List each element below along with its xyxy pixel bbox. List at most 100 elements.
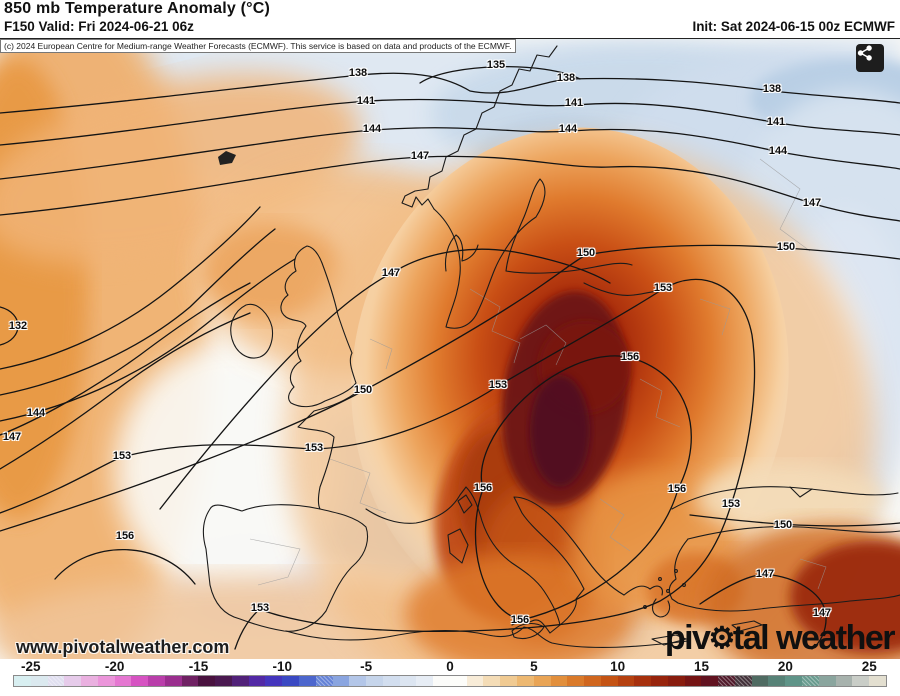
pivotal-weather-logo: piv ⚙ tal weather (665, 619, 896, 657)
share-icon (857, 45, 872, 61)
colorbar-segment (684, 676, 702, 686)
colorbar-segment (349, 676, 367, 686)
colorbar-segment (567, 676, 585, 686)
contour-label: 153 (250, 602, 270, 614)
colorbar-segment (734, 676, 752, 686)
contour-label: 147 (381, 267, 401, 279)
colorbar-tick: 5 (530, 659, 538, 674)
colorbar-segment (30, 676, 48, 686)
contour-label: 150 (773, 519, 793, 531)
colorbar-segment (81, 676, 98, 686)
colorbar-segment (701, 676, 719, 686)
colorbar-segment (785, 676, 802, 686)
contour-label: 156 (115, 530, 135, 542)
colorbar-tick-labels: -25 -20 -15 -10 -5 0 5 10 15 20 25 (14, 659, 886, 674)
contour-label: 153 (653, 282, 673, 294)
colorbar-segment (801, 676, 819, 686)
colorbar-segment (500, 676, 517, 686)
contour-label: 150 (776, 241, 796, 253)
contour-label: 153 (304, 442, 324, 454)
colorbar-segment (416, 676, 434, 686)
contour-label: 141 (766, 116, 786, 128)
contour-label: 138 (762, 83, 782, 95)
contour-label: 147 (812, 607, 832, 619)
colorbar-segment (181, 676, 199, 686)
colorbar-segment (852, 676, 870, 686)
valid-time-label: F150 Valid: Fri 2024-06-21 06z (4, 19, 194, 34)
colorbar-segment (164, 676, 182, 686)
contour-label: 144 (26, 407, 46, 419)
colorbar-segment (751, 676, 769, 686)
colorbar-segment (97, 676, 115, 686)
admin-borders (249, 158, 827, 590)
colorbar-segment (148, 676, 165, 686)
colorbar-segment (667, 676, 685, 686)
colorbar-segment (198, 676, 216, 686)
share-button[interactable] (856, 44, 884, 72)
colorbar-segment (299, 676, 316, 686)
colorbar-tick: -10 (272, 659, 293, 674)
contour-label: 141 (356, 95, 376, 107)
colorbar-segment (131, 676, 149, 686)
contour-label: 147 (2, 431, 22, 443)
colorbar-segment (483, 676, 501, 686)
contour-label: 156 (473, 482, 493, 494)
colorbar-segment (835, 676, 853, 686)
colorbar-segment (332, 676, 350, 686)
colorbar-segment (265, 676, 283, 686)
contour-label: 132 (8, 320, 28, 332)
colorbar-segment (382, 676, 400, 686)
contour-label: 147 (410, 150, 430, 162)
header: 850 mb Temperature Anomaly (°C) F150 Val… (0, 0, 900, 38)
contour-label: 147 (802, 197, 822, 209)
colorbar-segment (718, 676, 735, 686)
contour-label: 153 (488, 379, 508, 391)
weather-map: (c) 2024 European Centre for Medium-rang… (0, 38, 900, 660)
contour-label: 138 (556, 72, 576, 84)
colorbar-tick: -5 (360, 659, 373, 674)
colorbar-segment (14, 676, 31, 686)
contour-label: 153 (721, 498, 741, 510)
colorbar-tick: 0 (446, 659, 454, 674)
coastlines (202, 45, 900, 649)
contour-label: 138 (348, 67, 368, 79)
colorbar-segment (634, 676, 652, 686)
colorbar: -25 -20 -15 -10 -5 0 5 10 15 20 25 (0, 659, 900, 696)
colorbar-segment (869, 676, 886, 686)
contour-label: 141 (564, 97, 584, 109)
colorbar-tick: -20 (104, 659, 125, 674)
watermark: www.pivotalweather.com (16, 637, 230, 657)
contour-label: 144 (768, 145, 788, 157)
contour-label: 147 (755, 568, 775, 580)
contour-label: 153 (112, 450, 132, 462)
colorbar-segment (399, 676, 417, 686)
contour-label: 156 (620, 351, 640, 363)
contour-label: 156 (510, 614, 530, 626)
colorbar-tick: -25 (21, 659, 41, 674)
colorbar-segment (282, 676, 300, 686)
colorbar-tick: -15 (188, 659, 209, 674)
colorbar-segment (248, 676, 266, 686)
init-time-label: Init: Sat 2024-06-15 00z ECMWF (692, 19, 895, 34)
colorbar-segment (651, 676, 668, 686)
contour-label: 144 (558, 123, 578, 135)
gear-icon: ⚙ (708, 622, 735, 655)
colorbar-segment (768, 676, 786, 686)
colorbar-segment (818, 676, 836, 686)
colorbar-segment (433, 676, 450, 686)
warm-anomaly-shading (0, 39, 900, 659)
colorbar-tick: 20 (777, 659, 793, 674)
copyright-notice: (c) 2024 European Centre for Medium-rang… (0, 39, 516, 53)
colorbar-segment (449, 676, 467, 686)
logo-text-right: tal weather (732, 619, 896, 657)
contour-label: 156 (667, 483, 687, 495)
colorbar-segment (47, 676, 65, 686)
colorbar-segment (584, 676, 601, 686)
colorbar-segment (215, 676, 232, 686)
colorbar-swatches (13, 675, 887, 687)
colorbar-segment (516, 676, 534, 686)
colorbar-segment (550, 676, 568, 686)
map-canvas (0, 39, 900, 659)
contour-label: 135 (486, 59, 506, 71)
colorbar-segment (533, 676, 551, 686)
